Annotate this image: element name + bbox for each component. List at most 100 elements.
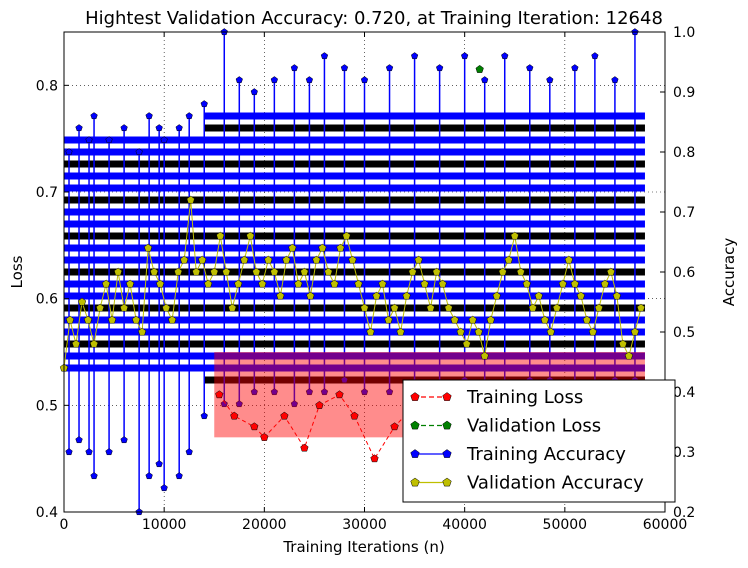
y-right-tick-label: 0.6: [673, 265, 695, 281]
y-right-tick-label: 0.4: [673, 385, 695, 401]
accuracy-point: [235, 400, 243, 408]
val-accuracy-point: [336, 243, 345, 252]
loss-point: [315, 400, 324, 409]
legend-marker: [410, 449, 420, 458]
val-accuracy-point: [468, 315, 477, 324]
accuracy-point: [305, 76, 313, 84]
y-axis-left-label: Loss: [8, 255, 26, 288]
val-accuracy-point: [444, 303, 453, 312]
y-right-tick-label: 0.5: [673, 325, 695, 341]
val-accuracy-point: [240, 255, 249, 264]
loss-point: [335, 390, 344, 399]
accuracy-point: [360, 388, 369, 396]
val-accuracy-point: [108, 315, 117, 324]
val-accuracy-point: [390, 303, 399, 312]
accuracy-point: [120, 436, 128, 444]
val-accuracy-point: [71, 339, 81, 348]
val-accuracy-point: [528, 303, 537, 312]
val-accuracy-point: [474, 327, 483, 336]
accuracy-point: [611, 76, 619, 84]
x-tick-label: 20000: [242, 517, 287, 533]
val-accuracy-point: [162, 303, 171, 312]
x-tick-label: 30000: [342, 517, 387, 533]
val-accuracy-point: [102, 279, 111, 288]
accuracy-point: [250, 88, 258, 96]
loss-point: [230, 411, 239, 420]
accuracy-point: [270, 388, 278, 396]
val-accuracy-point: [288, 243, 297, 252]
loss-point: [370, 454, 379, 463]
x-axis-label: Training Iterations (n): [282, 538, 444, 556]
chart-title: Hightest Validation Accuracy: 0.720, at …: [85, 8, 663, 29]
val-accuracy-point: [606, 267, 615, 276]
val-accuracy-point: [516, 267, 525, 276]
legend-label: Training Loss: [466, 387, 583, 408]
legend-marker: [410, 420, 420, 430]
val-accuracy-point: [366, 327, 375, 336]
accuracy-point: [270, 76, 278, 84]
legend-marker: [410, 477, 420, 487]
val-accuracy-point: [216, 231, 225, 240]
accuracy-point: [340, 64, 349, 72]
y-right-tick-label: 0.9: [673, 85, 695, 101]
val-accuracy-point: [378, 279, 387, 288]
accuracy-point: [591, 52, 599, 60]
val-accuracy-point: [450, 315, 459, 324]
val-accuracy-point: [65, 315, 75, 324]
val-accuracy-point: [456, 327, 465, 336]
x-tick-label: 0: [60, 517, 69, 533]
accuracy-point: [250, 388, 258, 396]
accuracy-point: [200, 100, 208, 108]
val-accuracy-point: [540, 315, 549, 324]
accuracy-point: [526, 64, 534, 72]
val-loss-point: [475, 64, 484, 73]
val-accuracy-point: [342, 231, 351, 240]
loss-point: [350, 411, 359, 420]
accuracy-point: [436, 64, 444, 72]
y-left-tick-label: 0.7: [36, 185, 58, 201]
val-accuracy-point: [372, 291, 381, 300]
val-accuracy-point: [234, 279, 243, 288]
accuracy-point: [155, 124, 163, 132]
val-accuracy-point: [618, 339, 627, 348]
val-accuracy-point: [180, 255, 189, 264]
accuracy-point: [145, 472, 153, 480]
legend-marker: [442, 420, 452, 430]
val-accuracy-point: [408, 267, 417, 276]
val-accuracy-point: [83, 315, 93, 324]
val-accuracy-point: [354, 279, 363, 288]
accuracy-point: [320, 388, 329, 396]
legend-label: Training Accuracy: [466, 444, 626, 465]
legend: Training Loss Validation Loss Training Acc…: [402, 379, 676, 503]
val-accuracy-point: [77, 297, 87, 306]
val-accuracy-point: [420, 279, 429, 288]
legend-marker: [442, 477, 452, 487]
val-accuracy-point: [348, 255, 357, 264]
val-accuracy-point: [588, 327, 597, 336]
y-right-tick-label: 0.7: [673, 205, 695, 221]
accuracy-point: [385, 388, 394, 396]
val-accuracy-point: [384, 315, 393, 324]
val-accuracy-point: [282, 255, 291, 264]
accuracy-point: [360, 76, 369, 84]
x-tick-label: 40000: [442, 517, 487, 533]
accuracy-point: [90, 472, 98, 480]
accuracy-point: [385, 64, 394, 72]
val-accuracy-point: [294, 279, 303, 288]
y-right-tick-label: 0.8: [673, 145, 695, 161]
accuracy-point: [145, 112, 153, 120]
val-accuracy-point: [330, 279, 339, 288]
x-tick-label: 50000: [543, 517, 588, 533]
legend-label: Validation Accuracy: [467, 473, 644, 494]
accuracy-point: [85, 448, 93, 456]
accuracy-point: [411, 52, 419, 60]
val-accuracy-point: [576, 291, 585, 300]
accuracy-point: [546, 76, 554, 84]
val-accuracy-point: [414, 255, 423, 264]
y-left-tick-label: 0.4: [36, 505, 58, 521]
val-accuracy-point: [462, 339, 471, 348]
accuracy-point: [160, 484, 168, 492]
loss-point: [280, 411, 289, 420]
